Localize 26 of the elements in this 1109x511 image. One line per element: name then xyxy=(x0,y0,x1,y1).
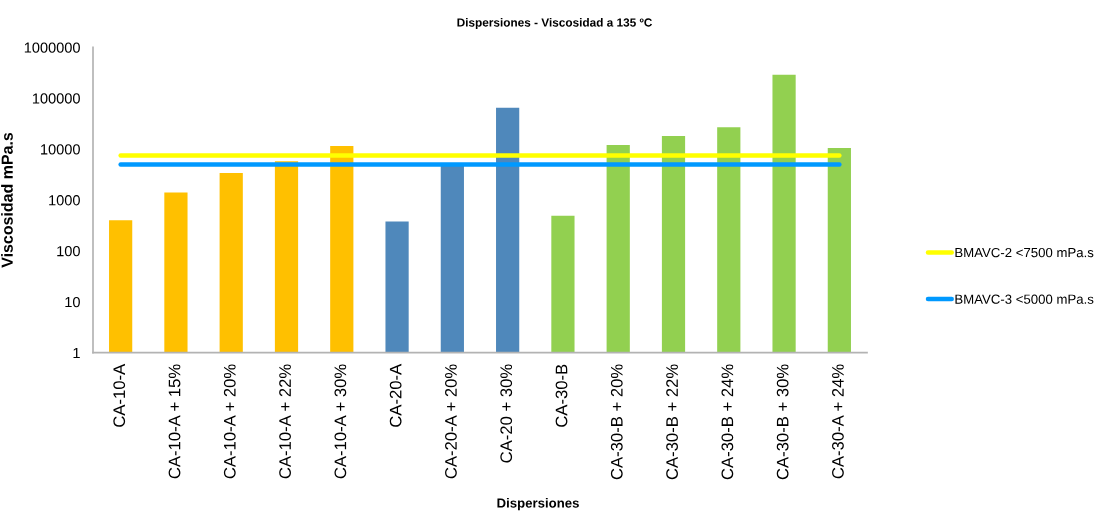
y-tick-label: 10 xyxy=(65,296,80,308)
x-tick-label: CA-10-A + 15% xyxy=(168,364,181,479)
chart-title: Dispersiones - Viscosidad a 135 ºC xyxy=(457,18,653,29)
x-tick-label: CA-20-A xyxy=(389,363,402,427)
x-axis-title: Dispersiones xyxy=(497,498,579,511)
y-tick-label: 100000 xyxy=(32,93,80,104)
y-tick-label: 10000 xyxy=(41,144,80,155)
x-tick-label: CA-30-B + 22% xyxy=(666,364,678,480)
y-tick-label: 1 xyxy=(73,347,80,358)
x-tick-label: CA-30-B + 24% xyxy=(721,364,734,480)
x-tick-label: CA-10-A + 22% xyxy=(279,364,291,479)
x-tick-label: CA-20 + 30% xyxy=(500,364,513,463)
x-tick-label: CA-30-B + 20% xyxy=(610,364,623,480)
x-tick-label: CA-30-B xyxy=(555,364,568,427)
x-tick-label: CA-10-A + 20% xyxy=(223,364,236,479)
y-tick-label: 100 xyxy=(57,246,80,257)
x-tick-label: CA-10-A + 30% xyxy=(334,364,347,479)
y-tick-label: 1000000 xyxy=(24,42,80,53)
x-tick-label: CA-20-A + 20% xyxy=(445,364,457,479)
y-axis-title: Viscosidad mPa.s xyxy=(1,132,13,268)
legend-label: BMAVC-3 <5000 mPa.s xyxy=(955,294,1094,304)
x-tick-label: CA-10-A xyxy=(113,363,126,427)
x-tick-label: CA-30-B + 30% xyxy=(776,364,789,480)
legend-label: BMAVC-2 <7500 mPa.s xyxy=(955,247,1094,258)
x-tick-label: CA-30-A + 24% xyxy=(832,364,844,479)
y-tick-label: 1000 xyxy=(49,195,80,206)
